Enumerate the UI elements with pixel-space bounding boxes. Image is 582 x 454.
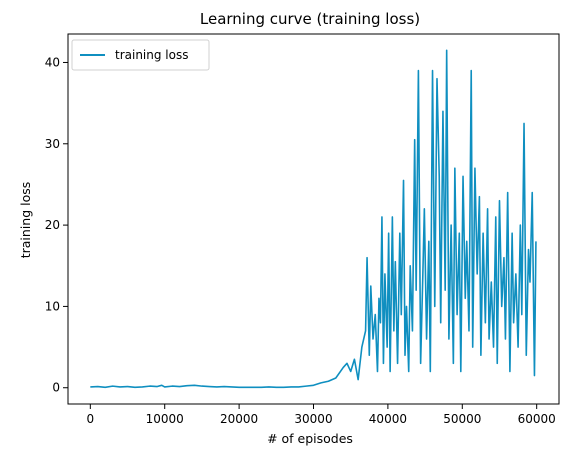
legend-box xyxy=(71,39,210,71)
x-tick-label: 20000 xyxy=(220,412,258,426)
x-tick-label: 30000 xyxy=(294,412,332,426)
x-ticks: 0 10000 20000 30000 40000 50000 60000 xyxy=(86,404,556,426)
legend-label-training-loss: training loss xyxy=(115,48,188,62)
y-tick-label: 40 xyxy=(45,55,60,69)
x-tick-label: 50000 xyxy=(443,412,481,426)
series-line-training-loss xyxy=(90,49,537,389)
y-ticks: 0 10 20 30 40 xyxy=(45,55,68,395)
x-tick-label: 0 xyxy=(86,412,94,426)
plot-border xyxy=(67,33,560,405)
legend: training loss xyxy=(71,39,210,71)
x-axis-label: # of episodes xyxy=(267,431,353,446)
y-tick-label: 30 xyxy=(45,137,60,151)
x-tick-label: 10000 xyxy=(146,412,184,426)
y-tick-label: 10 xyxy=(45,299,60,313)
series-layer xyxy=(90,49,537,389)
plot-frame xyxy=(67,33,560,405)
y-tick-label: 0 xyxy=(52,381,60,395)
chart-title: Learning curve (training loss) xyxy=(200,10,420,28)
y-tick-label: 20 xyxy=(45,218,60,232)
x-tick-label: 60000 xyxy=(518,412,556,426)
x-tick-label: 40000 xyxy=(369,412,407,426)
y-axis-label: training loss xyxy=(18,182,33,259)
